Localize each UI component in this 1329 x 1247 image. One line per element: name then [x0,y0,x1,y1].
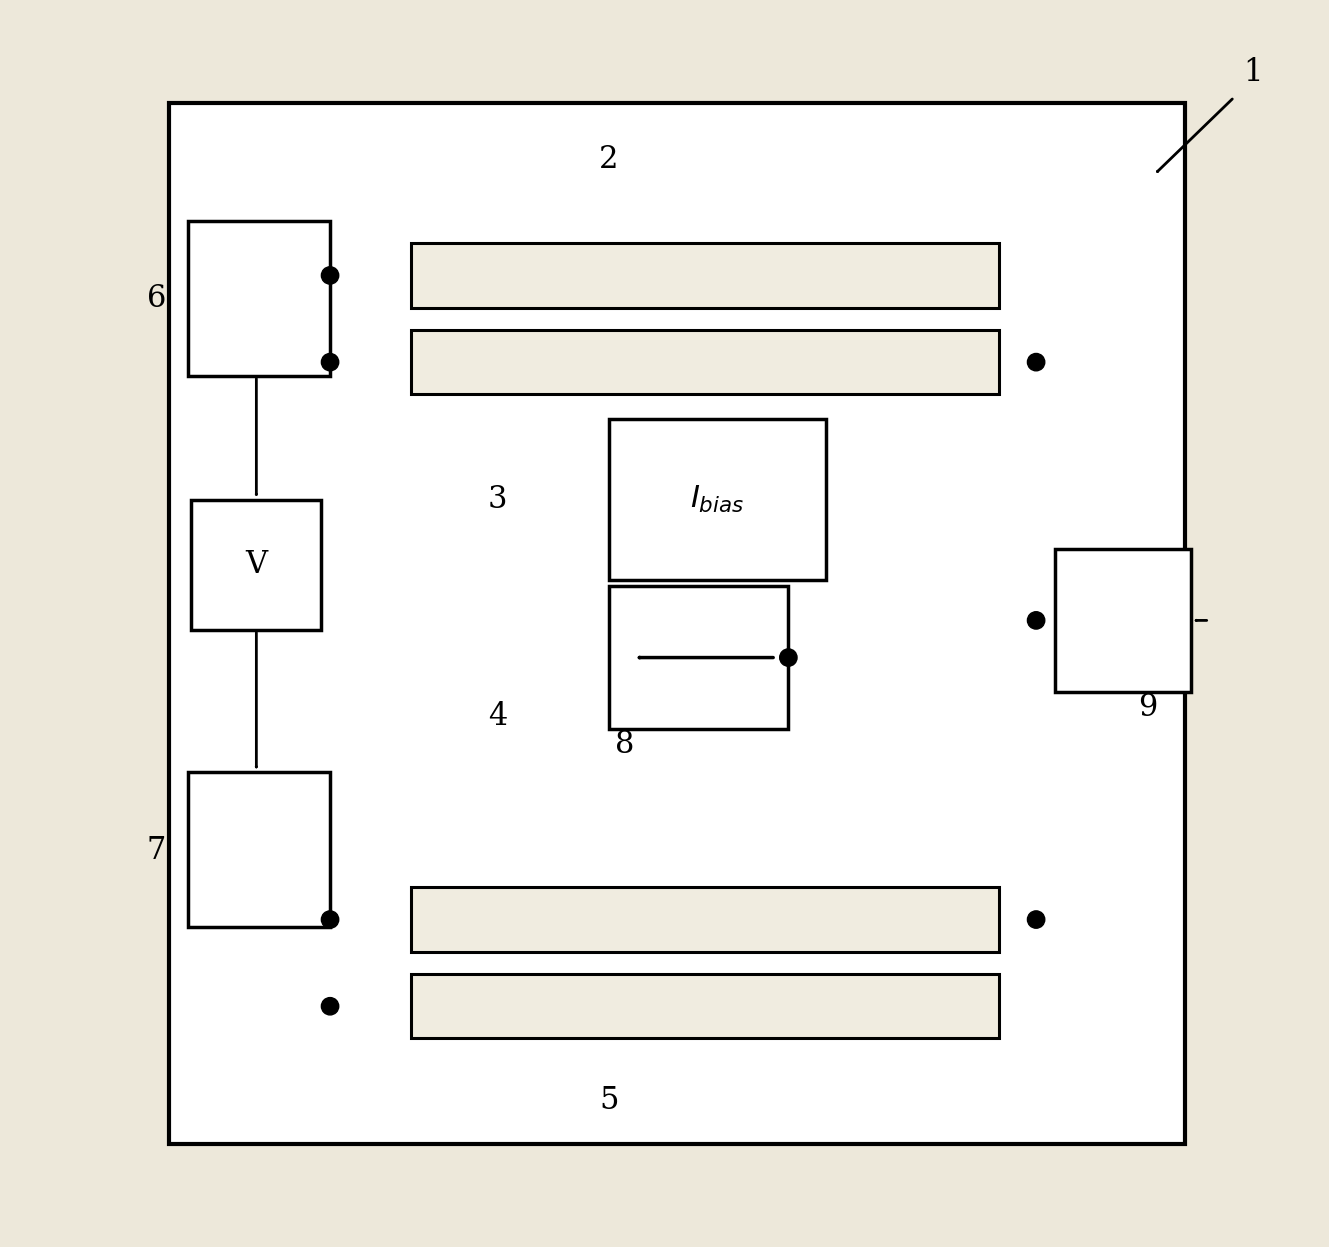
Circle shape [322,998,339,1015]
Bar [191,500,322,630]
Circle shape [1027,612,1045,628]
Bar [187,221,330,375]
Bar [187,772,330,927]
Circle shape [1027,353,1045,370]
Text: 6: 6 [148,283,166,314]
Bar [411,888,999,951]
Bar [169,104,1184,1143]
Text: 8: 8 [615,729,634,761]
Text: 2: 2 [599,143,618,175]
Text: V: V [246,549,267,580]
Bar [411,974,999,1039]
Bar [411,243,999,308]
Text: 1: 1 [1243,57,1263,87]
Text: $I_{bias}$: $I_{bias}$ [690,484,744,515]
Bar [1055,549,1191,692]
Bar [609,419,825,580]
Circle shape [1027,910,1045,928]
Text: 7: 7 [148,834,166,865]
Text: 4: 4 [488,701,506,732]
Circle shape [322,353,339,370]
Text: 9: 9 [1138,692,1158,723]
Circle shape [780,648,797,666]
Bar [411,330,999,394]
Circle shape [322,910,339,928]
Text: 5: 5 [599,1085,618,1116]
Bar [609,586,788,728]
Circle shape [322,267,339,284]
Text: 3: 3 [488,484,508,515]
